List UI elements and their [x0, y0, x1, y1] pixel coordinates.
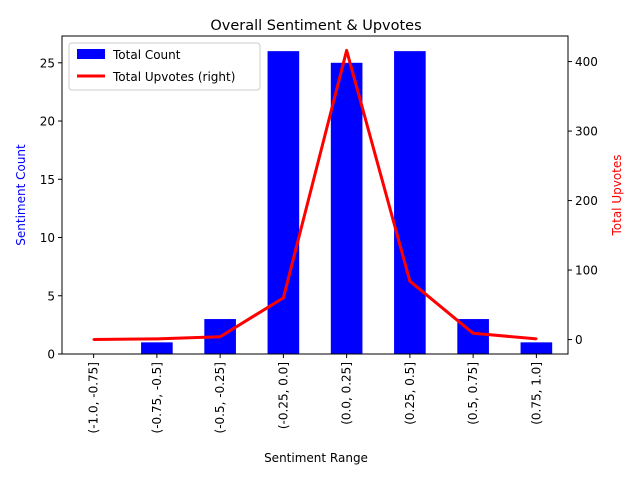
legend-box — [68, 42, 261, 91]
x-tick-label: (0.0, 0.25] — [340, 362, 354, 425]
bar-series — [141, 51, 553, 355]
legend: Total Count Total Upvotes (right) — [68, 42, 261, 91]
bar — [520, 342, 553, 354]
x-tick-label: (0.75, 1.0] — [529, 362, 543, 425]
y-tick-label-right: 100 — [575, 264, 598, 278]
legend-label-total-count: Total Count — [112, 48, 181, 62]
y-tick-label-left: 25 — [40, 56, 55, 70]
x-axis: (-1.0, -0.75] (-0.75, -0.5] (-0.5, -0.25] (… — [87, 354, 543, 433]
line-point — [535, 337, 538, 341]
line-series — [92, 48, 538, 342]
x-tick-label: (-0.25, 0.0] — [276, 362, 290, 429]
y-axis-right: 0 100 200 300 400 — [568, 55, 598, 347]
bar — [394, 51, 426, 355]
legend-swatch-bar — [77, 49, 105, 59]
upvotes-line — [93, 48, 537, 342]
plot-frame — [61, 35, 569, 355]
y-tick-label-left: 15 — [40, 173, 55, 187]
line-point — [471, 332, 475, 335]
y-tick-label-left: 20 — [40, 115, 55, 129]
y-axis-label-right: Total Upvotes — [610, 154, 624, 236]
bar — [141, 342, 173, 354]
bar — [330, 62, 363, 355]
x-tick-label: (-1.0, -0.75] — [87, 362, 101, 433]
chart-title: Overall Sentiment & Upvotes — [210, 18, 421, 34]
y-tick-label-right: 300 — [575, 125, 598, 139]
x-tick-label: (-0.5, -0.25] — [213, 362, 227, 433]
x-axis-label: Sentiment Range — [264, 451, 368, 465]
line-point — [408, 279, 412, 283]
y-tick-label-right: 200 — [575, 194, 598, 208]
y-tick-label-left: 5 — [47, 289, 55, 303]
x-tick-label: (0.5, 0.75] — [466, 362, 480, 425]
bar — [267, 51, 300, 355]
y-axis-label-left: Sentiment Count — [14, 144, 28, 246]
y-tick-label-right: 0 — [575, 333, 583, 347]
y-axis-left: 0 5 10 15 20 25 — [40, 56, 62, 362]
y-tick-label-right: 400 — [575, 55, 598, 69]
line-point — [345, 49, 348, 52]
legend-label-total-upvotes: Total Upvotes (right) — [112, 70, 235, 84]
line-point — [92, 338, 95, 341]
x-tick-label: (-0.75, -0.5] — [150, 362, 164, 433]
line-point — [218, 335, 222, 338]
line-point — [155, 337, 159, 341]
x-tick-label: (0.25, 0.5] — [403, 362, 417, 425]
y-tick-label-left: 10 — [40, 231, 55, 245]
line-point — [282, 296, 285, 300]
y-tick-label-left: 0 — [47, 348, 55, 362]
